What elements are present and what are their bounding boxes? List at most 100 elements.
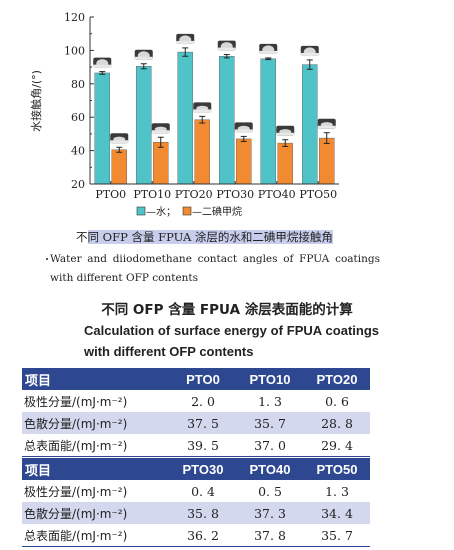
bar-water (302, 64, 318, 185)
contact-angle-bar-chart: 20 40 60 80 100 120 PTO0 PTO10 PTO20 PTO30 PTO40 PT… (29, 11, 339, 218)
header-cell: PTO20 (316, 371, 358, 387)
table-cell: 1. 3 (325, 483, 349, 499)
table-row: 总表面能/(mJ·m⁻²) 39. 5 37. 0 29. 4 (22, 434, 370, 457)
droplet-surface (176, 40, 195, 44)
y-tick-label: 80 (71, 78, 85, 91)
droplet-surface (151, 130, 170, 134)
header-cell: 项目 (25, 373, 52, 389)
table-row: 极性分量/(mJ·m⁻²) 0. 4 0. 5 1. 3 (22, 480, 370, 502)
x-tick-label: PTO10 (133, 188, 171, 201)
table-cell: 28. 8 (321, 415, 353, 431)
droplet-image-icon (317, 118, 336, 129)
droplet-image-icon (151, 123, 170, 134)
droplet-surface (193, 109, 212, 113)
table-cell: 34. 4 (321, 505, 353, 521)
droplet-image-icon (176, 33, 195, 45)
table-title-en: Calculation of surface energy of FPUA co… (84, 323, 379, 359)
droplet-image-icon (93, 57, 112, 69)
droplet-surface (217, 47, 236, 51)
table-row: 总表面能/(mJ·m⁻²) 36. 2 37. 8 35. 7 (22, 524, 370, 547)
bar-water (136, 66, 152, 185)
y-tick-label: 100 (64, 44, 85, 57)
y-tick-label: 60 (71, 111, 85, 124)
y-tick-label: 120 (64, 11, 85, 24)
bar-diiodomethane (277, 142, 293, 185)
table-header-row: 项目 PTO0 PTO10 PTO20 (22, 368, 370, 390)
caption-marker (46, 258, 48, 260)
row-label: 色散分量/(mJ·m⁻²) (24, 506, 128, 521)
table-cell: 1. 3 (258, 393, 282, 409)
table-cell: 36. 2 (170, 524, 236, 547)
header-cell: PTO40 (249, 461, 291, 477)
droplet-image-icon (300, 45, 319, 57)
table-cell: 0. 4 (191, 483, 215, 499)
header-cell: PTO30 (182, 461, 224, 477)
x-tick-label: PTO40 (258, 188, 296, 201)
caption-zh-highlight: 同 OFP 含量 FPUA 涂层的水和二碘甲烷接触角 (87, 230, 333, 244)
row-label: 总表面能/(mJ·m⁻²) (22, 524, 170, 547)
droplet-surface (317, 125, 336, 129)
legend-swatch-water (136, 206, 146, 216)
figure-caption-en: Water and diiodomethane contact angles o… (50, 253, 380, 284)
bar-water (177, 51, 193, 185)
droplet-image-icon (259, 43, 278, 55)
table-row: 色散分量/(mJ·m⁻²) 37. 5 35. 7 28. 8 (22, 412, 370, 434)
table-title-zh: 不同 OFP 含量 FPUA 涂层表面能的计算 (101, 302, 353, 318)
bar-water (94, 72, 110, 185)
surface-energy-table-2: 项目 PTO30 PTO40 PTO50 极性分量/(mJ·m⁻²) 0. 4 … (22, 458, 370, 547)
droplet-surface (110, 140, 129, 144)
table-cell: 29. 4 (304, 434, 370, 457)
bar-water (219, 56, 235, 185)
surface-energy-table-1: 项目 PTO0 PTO10 PTO20 极性分量/(mJ·m⁻²) 2. 0 1… (22, 368, 370, 457)
table-cell: 35. 7 (254, 415, 286, 431)
bar-diiodomethane (236, 138, 252, 185)
row-label: 极性分量/(mJ·m⁻²) (24, 394, 128, 409)
droplet-surface (276, 132, 295, 136)
caption-zh-prefix: 不 (76, 230, 88, 244)
droplet-image-icon (110, 133, 129, 144)
row-label: 极性分量/(mJ·m⁻²) (24, 484, 128, 499)
y-axis-label: 水接触角/(°) (29, 70, 43, 132)
table-row: 极性分量/(mJ·m⁻²) 2. 0 1. 3 0. 6 (22, 390, 370, 412)
table-header-row: 项目 PTO30 PTO40 PTO50 (22, 458, 370, 480)
droplet-image-icon (234, 122, 253, 133)
bar-water (260, 58, 276, 185)
table-cell: 2. 0 (191, 393, 215, 409)
table-cell: 39. 5 (170, 434, 236, 457)
y-tick-label: 40 (71, 145, 85, 158)
legend-label-water: —水； (146, 206, 176, 218)
header-cell: PTO50 (316, 461, 358, 477)
droplet-surface (134, 56, 153, 60)
table-cell: 35. 8 (187, 505, 219, 521)
droplet-surface (259, 50, 278, 54)
table-cell: 37. 3 (254, 505, 286, 521)
droplet-image-icon (134, 49, 153, 61)
droplet-image-icon (276, 125, 295, 136)
header-cell: 项目 (25, 463, 52, 479)
legend-label-diiodo: —二碘甲烷 (192, 205, 242, 218)
x-tick-label: PTO20 (175, 188, 213, 201)
bar-diiodomethane (194, 119, 210, 185)
x-tick-label: PTO50 (299, 188, 337, 201)
table-cell: 37. 0 (236, 434, 304, 457)
row-label: 色散分量/(mJ·m⁻²) (24, 416, 128, 431)
header-cell: PTO10 (249, 371, 291, 387)
table-cell: 0. 5 (258, 483, 282, 499)
bar-diiodomethane (153, 142, 169, 185)
droplet-image-icon (217, 40, 236, 52)
table-cell: 35. 7 (304, 524, 370, 547)
figure-caption-zh: 不同 OFP 含量 FPUA 涂层的水和二碘甲烷接触角 (76, 229, 333, 245)
legend-swatch-diiodo (182, 206, 192, 216)
droplet-image-icon (193, 102, 212, 113)
chart-legend: —水； —二碘甲烷 (136, 205, 242, 218)
x-tick-label: PTO30 (216, 188, 254, 201)
droplet-surface (93, 64, 112, 68)
droplet-surface (300, 52, 319, 56)
table-row: 色散分量/(mJ·m⁻²) 35. 8 37. 3 34. 4 (22, 502, 370, 524)
table-cell: 37. 8 (236, 524, 304, 547)
y-tick-label: 20 (71, 178, 85, 191)
x-tick-label: PTO0 (95, 188, 126, 201)
bar-diiodomethane (111, 149, 127, 185)
header-cell: PTO0 (186, 371, 220, 387)
table-cell: 37. 5 (187, 415, 219, 431)
